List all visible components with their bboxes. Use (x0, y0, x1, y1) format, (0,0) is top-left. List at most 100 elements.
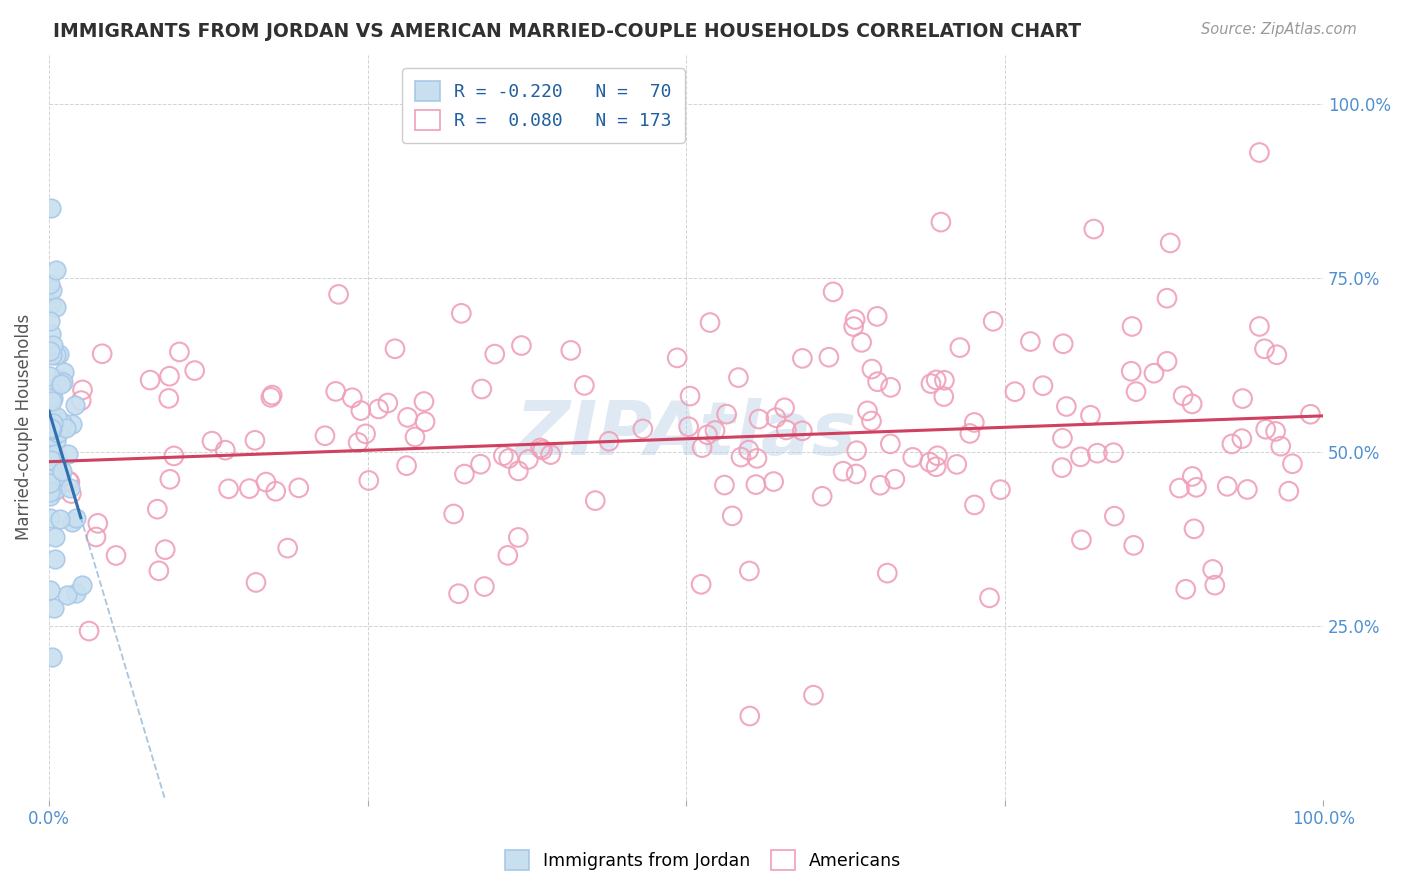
Point (148, 564, 170, 578)
Point (517, 452, 540, 467)
Point (1054, 400, 1077, 414)
Point (39, 408, 62, 422)
Point (38, 448, 60, 462)
Point (1121, 364, 1143, 378)
Point (55, 420, 77, 434)
Point (1125, 384, 1147, 399)
Text: ZIPAtlas: ZIPAtlas (516, 398, 856, 471)
Point (396, 410, 419, 425)
Point (879, 437, 901, 451)
Point (60, 417, 83, 432)
Legend: R = -0.220   N =  70, R =  0.080   N = 173: R = -0.220 N = 70, R = 0.080 N = 173 (402, 68, 685, 143)
Point (959, 426, 981, 441)
Point (1104, 509, 1126, 524)
Point (866, 310, 889, 324)
Point (45, 300, 67, 314)
Point (245, 575, 267, 590)
Point (745, 451, 768, 466)
Point (949, 341, 972, 355)
Point (39, 423, 62, 437)
Legend: Immigrants from Jordan, Americans: Immigrants from Jordan, Americans (496, 841, 910, 879)
Point (470, 457, 492, 471)
Point (453, 467, 475, 481)
Point (354, 426, 377, 441)
Point (1232, 392, 1254, 406)
Point (59, 475, 82, 490)
Point (1159, 235, 1181, 250)
Point (1181, 469, 1204, 483)
Point (44, 530, 66, 544)
Point (39, 461, 62, 475)
Point (844, 312, 866, 326)
Point (41, 481, 63, 495)
Point (413, 415, 436, 429)
Point (666, 351, 689, 365)
Point (1181, 397, 1204, 411)
Point (39, 442, 62, 457)
Text: IMMIGRANTS FROM JORDAN VS AMERICAN MARRIED-COUPLE HOUSEHOLDS CORRELATION CHART: IMMIGRANTS FROM JORDAN VS AMERICAN MARRI… (53, 22, 1081, 41)
Point (328, 287, 350, 301)
Point (39, 297, 62, 311)
Point (979, 591, 1001, 605)
Point (60, 486, 83, 500)
Point (696, 427, 718, 442)
Point (932, 390, 955, 404)
Point (1174, 582, 1197, 597)
Point (146, 502, 169, 516)
Point (496, 549, 519, 563)
Point (690, 441, 713, 455)
Point (574, 378, 596, 392)
Point (262, 388, 284, 402)
Point (41, 418, 63, 433)
Point (727, 370, 749, 384)
Point (72, 383, 94, 397)
Point (484, 347, 506, 361)
Point (765, 410, 787, 425)
Point (945, 458, 967, 472)
Point (918, 455, 941, 469)
Point (404, 430, 426, 444)
Point (39, 277, 62, 291)
Point (49, 468, 72, 483)
Point (818, 350, 841, 364)
Point (1122, 538, 1144, 552)
Point (1083, 222, 1105, 236)
Point (492, 449, 515, 463)
Point (58, 474, 80, 488)
Point (314, 428, 336, 442)
Point (59, 482, 82, 496)
Point (762, 475, 785, 489)
Point (738, 443, 761, 458)
Point (803, 688, 825, 702)
Point (65, 511, 87, 525)
Point (45, 263, 67, 277)
Point (41, 422, 63, 436)
Point (70, 577, 93, 591)
Y-axis label: Married-couple Households: Married-couple Households (15, 314, 32, 541)
Point (1121, 319, 1143, 334)
Point (77, 624, 100, 638)
Point (748, 412, 770, 426)
Point (243, 434, 266, 448)
Point (46, 410, 69, 425)
Point (631, 422, 654, 436)
Point (60, 515, 83, 529)
Point (1185, 480, 1208, 494)
Point (201, 434, 224, 449)
Point (1236, 483, 1258, 497)
Point (277, 541, 299, 555)
Point (1299, 407, 1322, 421)
Point (730, 450, 752, 464)
Point (44, 483, 66, 498)
Point (1168, 481, 1191, 495)
Point (471, 382, 494, 396)
Point (879, 380, 901, 394)
Point (157, 392, 180, 406)
Point (508, 531, 530, 545)
Point (716, 407, 738, 421)
Point (45, 449, 67, 463)
Point (53, 366, 76, 380)
Point (738, 709, 761, 723)
Point (866, 375, 889, 389)
Point (183, 363, 205, 377)
